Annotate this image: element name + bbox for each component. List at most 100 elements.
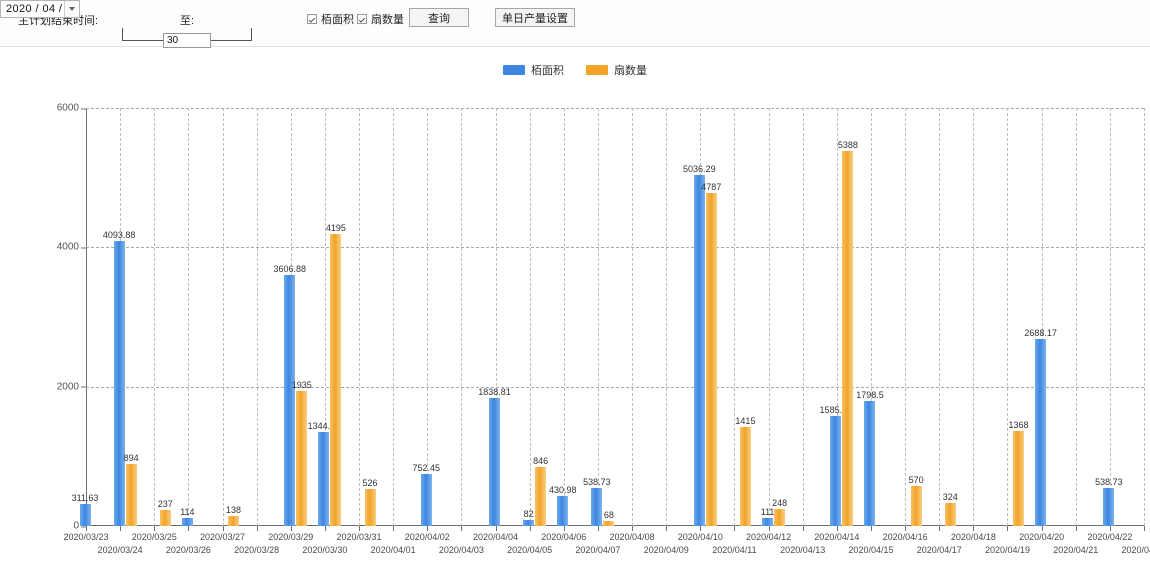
date-span-days-input[interactable]: 30 xyxy=(163,33,211,48)
x-axis-tick xyxy=(188,526,190,531)
date-to-value: 2020 / 04 / 23 xyxy=(6,3,79,15)
bar-栢面积-2020/04/12[interactable]: 111 xyxy=(761,507,774,526)
x-axis-tick xyxy=(1075,526,1077,531)
gridline-vertical xyxy=(1007,108,1009,526)
x-axis-tick xyxy=(120,526,122,531)
bar-栢面积-2020/04/02[interactable]: 752.45 xyxy=(413,463,440,526)
bar-扇数量-2020/03/27[interactable]: 138 xyxy=(226,505,241,526)
filter-toolbar: 主计划结束时间: 2020 / 03 / 24 至: 2020 / 04 / 2… xyxy=(0,0,1150,48)
bar-扇数量-2020/04/17[interactable]: 324 xyxy=(943,492,958,526)
y-axis-tick-label: 6000 xyxy=(57,103,87,114)
bar-扇数量-2020/03/25[interactable]: 237 xyxy=(158,499,173,526)
gridline-vertical xyxy=(597,108,599,526)
x-axis-tick xyxy=(768,526,770,531)
daily-output-settings-label: 单日产量设置 xyxy=(502,12,568,25)
daily-output-settings-button[interactable]: 单日产量设置 xyxy=(495,8,575,27)
checkmark-icon[interactable] xyxy=(307,14,317,24)
x-axis-tick xyxy=(563,526,565,531)
x-axis-tick-label: 2020/04/10 xyxy=(677,532,723,542)
x-axis-tick-label: 2020/04/09 xyxy=(643,545,689,555)
gridline-vertical xyxy=(632,108,634,526)
bar-value-label: 1415 xyxy=(735,416,756,427)
bar-栢面积-2020/03/30[interactable]: 1344.95 xyxy=(308,421,340,526)
bar-栢面积-2020/03/26[interactable]: 114 xyxy=(180,507,195,526)
bar-栢面积-2020/04/04[interactable]: 1838.81 xyxy=(478,387,511,526)
x-axis-tick-label: 2020/03/24 xyxy=(97,545,143,555)
production-bar-chart: 0 2000 4000 6000 2020/03/23 2020/03/24 2020/03… xyxy=(0,88,1150,575)
bar-value-label: 5036.29 xyxy=(683,164,716,175)
x-axis-tick-label: 2020/03/27 xyxy=(199,532,246,542)
gridline-vertical xyxy=(802,108,804,526)
query-button-label: 查询 xyxy=(428,12,450,25)
bar-栢面积-2020/04/05[interactable]: 82 xyxy=(523,509,535,526)
gridline-vertical xyxy=(973,108,975,526)
legend-swatch-icon xyxy=(503,65,525,75)
legend-item-1[interactable]: 扇数量 xyxy=(586,62,647,78)
gridline-vertical xyxy=(393,108,395,526)
bar-栢面积-2020/03/24[interactable]: 4093.88 xyxy=(103,230,135,526)
bar-value-label: 538.73 xyxy=(1095,477,1123,488)
bar-扇数量-2020/04/16[interactable]: 570 xyxy=(909,475,924,526)
x-axis-tick xyxy=(905,526,907,531)
checkbox-area-label: 栢面积 xyxy=(321,14,354,26)
x-axis-tick-label: 2020/04/02 xyxy=(404,532,450,542)
bar-扇数量-2020/03/30[interactable]: 4195 xyxy=(326,223,346,526)
bar-栢面积-2020/04/15[interactable]: 1798.5 xyxy=(856,390,884,526)
y-axis xyxy=(86,108,87,526)
bar-扇数量-2020/03/31[interactable]: 526 xyxy=(363,478,378,526)
bar-栢面积-2020/04/10[interactable]: 5036.29 xyxy=(683,164,716,526)
x-axis-tick xyxy=(939,526,941,531)
bar-栢面积-2020/03/23[interactable]: 311.63 xyxy=(72,493,98,526)
x-axis-tick-label: 2020/04/03 xyxy=(438,545,484,555)
bar-value-label: 114 xyxy=(180,507,195,518)
x-axis-tick xyxy=(1007,526,1009,531)
x-axis-tick-label: 2020/04/22 xyxy=(1087,532,1133,542)
x-axis-tick-label: 2020/03/30 xyxy=(302,545,348,555)
gridline-vertical xyxy=(1109,108,1111,526)
bar-value-label: 752.45 xyxy=(412,462,441,473)
x-axis-tick xyxy=(324,526,326,531)
bar-栢面积-2020/03/29[interactable]: 3606.88 xyxy=(273,264,306,526)
x-axis-tick xyxy=(290,526,292,531)
x-axis-tick-label: 2020/03/28 xyxy=(234,545,280,555)
x-axis-tick-label: 2020/04/11 xyxy=(712,545,757,555)
y-axis-tick-label: 4000 xyxy=(57,242,87,253)
legend-item-0[interactable]: 栢面积 xyxy=(503,62,564,78)
checkmark-icon[interactable] xyxy=(357,14,367,24)
gridline-vertical xyxy=(939,108,941,526)
bar-扇数量-2020/04/07[interactable]: 68 xyxy=(603,510,615,526)
query-button[interactable]: 查询 xyxy=(409,8,469,27)
bar-栢面积-2020/04/07[interactable]: 538.73 xyxy=(583,477,611,526)
gridline-vertical xyxy=(222,108,224,526)
bar-扇数量-2020/04/14[interactable]: 5388 xyxy=(838,140,858,526)
x-axis-tick-label: 2020/03/26 xyxy=(165,545,211,555)
chevron-down-icon[interactable] xyxy=(63,1,79,17)
legend-item-label: 栢面积 xyxy=(531,65,564,77)
checkbox-area[interactable]: 栢面积 xyxy=(307,11,354,27)
bar-扇数量-2020/04/05[interactable]: 846 xyxy=(533,456,548,526)
bar-栢面积-2020/04/22[interactable]: 538.73 xyxy=(1095,477,1123,526)
bar-栢面积-2020/04/20[interactable]: 2688.17 xyxy=(1024,328,1057,526)
x-axis-tick-label: 2020/03/23 xyxy=(63,532,109,542)
bar-栢面积-2020/04/14[interactable]: 1585.96 xyxy=(820,405,852,526)
gridline-vertical xyxy=(1144,108,1145,526)
x-axis-tick-label: 2020/04/05 xyxy=(507,545,553,555)
bar-value-label: 894 xyxy=(123,452,139,463)
x-axis-tick xyxy=(154,526,156,531)
bar-扇数量-2020/04/19[interactable]: 1368 xyxy=(1008,420,1028,526)
bar-value-label: 4787 xyxy=(701,181,722,192)
x-axis-tick xyxy=(427,526,429,531)
x-axis-tick-label: 2020/04/15 xyxy=(848,545,894,555)
bar-扇数量-2020/04/10[interactable]: 4787 xyxy=(701,182,721,526)
bar-扇数量-2020/04/12[interactable]: 248 xyxy=(772,498,787,526)
bar-扇数量-2020/03/24[interactable]: 894 xyxy=(124,453,139,526)
x-axis-tick-label: 2020/04/19 xyxy=(984,545,1030,555)
bar-栢面积-2020/04/06[interactable]: 430.98 xyxy=(549,485,577,526)
bar-value-label: 526 xyxy=(362,478,378,489)
gridline-vertical xyxy=(870,108,872,526)
bar-扇数量-2020/03/29[interactable]: 1935 xyxy=(292,380,312,526)
bar-扇数量-2020/04/11[interactable]: 1415 xyxy=(735,416,755,526)
date-to-input[interactable]: 2020 / 04 / 23 xyxy=(0,0,80,18)
x-axis-tick xyxy=(802,526,804,531)
checkbox-count[interactable]: 扇数量 xyxy=(357,11,404,27)
